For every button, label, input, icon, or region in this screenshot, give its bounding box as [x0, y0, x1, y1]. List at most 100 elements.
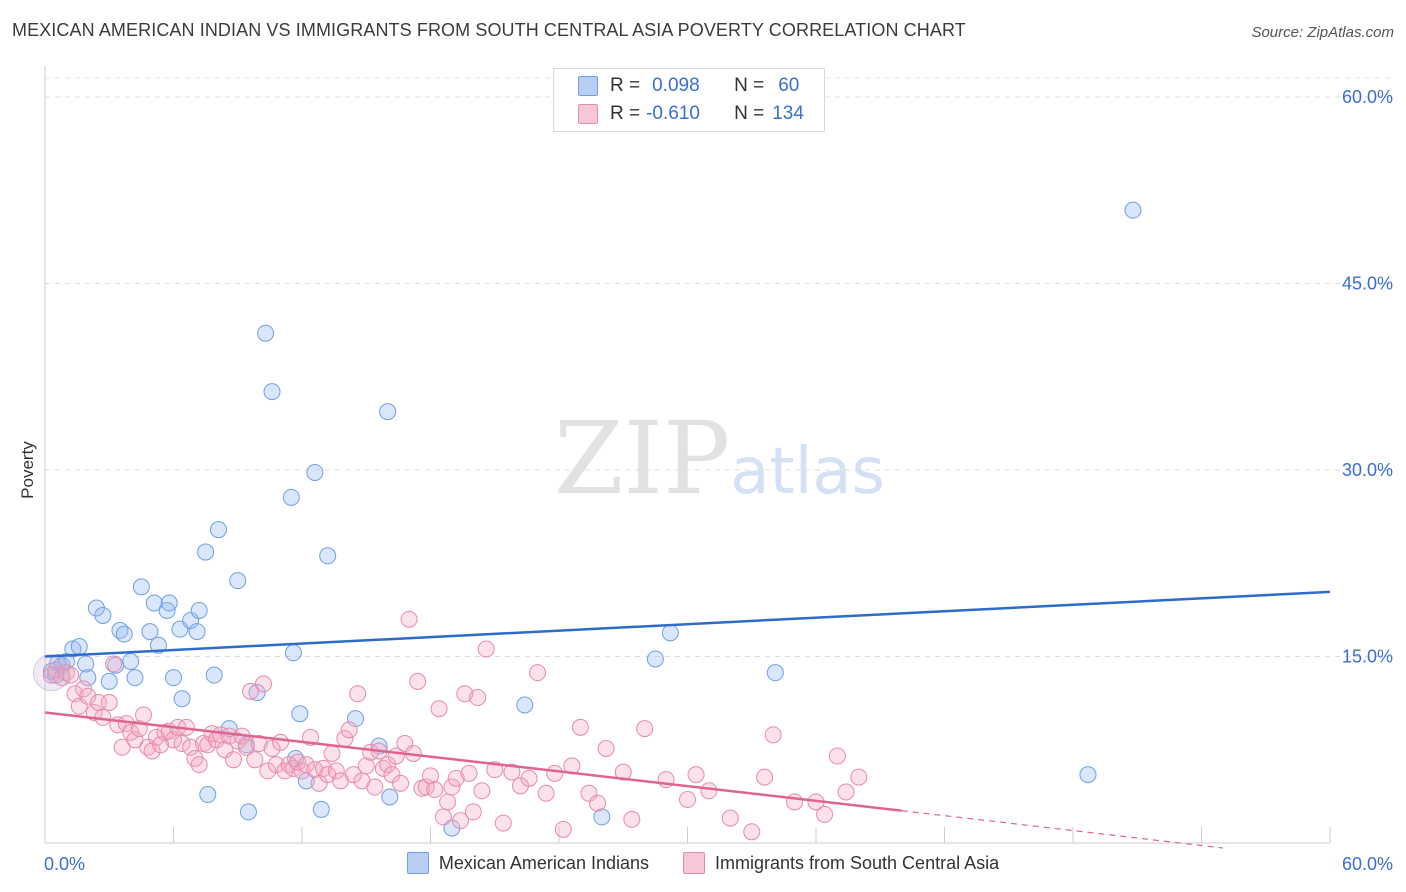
data-point-blue — [132, 578, 150, 596]
data-point-blue — [248, 684, 266, 702]
legend-swatch-series1 — [578, 76, 598, 96]
legend-row-series2: R = -0.610 N = 134 — [578, 102, 804, 126]
y-tick-label: 30.0% — [1342, 460, 1393, 480]
legend-row-series1: R = 0.098 N = 60 — [578, 74, 799, 98]
data-point-pink — [473, 782, 491, 800]
data-point-pink — [430, 700, 448, 718]
data-point-pink — [580, 784, 598, 802]
data-point-pink — [451, 812, 469, 830]
data-point-blue — [165, 669, 182, 687]
data-point-pink — [721, 809, 739, 827]
data-point-blue — [150, 636, 168, 654]
watermark-atlas: atlas — [730, 435, 885, 509]
data-point-pink — [850, 768, 868, 786]
y-tick-label: 45.0% — [1342, 274, 1393, 294]
data-point-pink — [272, 733, 290, 751]
data-point-pink — [537, 784, 555, 802]
legend-r-key: R = — [610, 103, 641, 124]
data-point-pink — [816, 805, 834, 823]
data-point-pink — [400, 610, 418, 628]
data-point-pink — [623, 810, 641, 828]
data-point-pink — [105, 655, 123, 673]
legend-n-key: N = — [734, 75, 765, 96]
legend-label-series2: Immigrants from South Central Asia — [715, 852, 1000, 873]
data-point-pink — [700, 782, 718, 800]
data-point-blue — [1124, 201, 1142, 219]
data-point-pink — [434, 808, 452, 826]
data-point-pink — [79, 687, 97, 705]
data-point-pink — [267, 756, 285, 774]
data-point-blue — [263, 383, 281, 401]
data-point-pink — [242, 682, 260, 700]
data-point-pink — [113, 738, 131, 756]
data-point-pink — [597, 740, 615, 758]
data-point-pink — [383, 766, 401, 784]
data-point-pink — [409, 672, 427, 690]
legend-n-value: 134 — [772, 103, 804, 124]
data-point-pink — [426, 781, 444, 799]
data-point-pink — [323, 744, 341, 762]
series-legend: Mexican American Indians Immigrants from… — [0, 852, 1406, 874]
data-point-pink — [327, 762, 345, 780]
data-point-pink — [224, 751, 242, 769]
data-point-pink — [764, 726, 782, 744]
data-point-blue — [173, 690, 191, 708]
data-point-pink — [306, 761, 324, 779]
x-tick-label: 0.0% — [44, 854, 85, 874]
legend-swatch-series2 — [578, 104, 598, 124]
data-point-blue — [516, 696, 534, 714]
data-point-pink — [349, 685, 367, 703]
data-point-pink — [392, 774, 410, 792]
data-point-pink — [571, 718, 589, 736]
data-point-pink — [828, 747, 846, 765]
data-point-blue — [312, 800, 330, 818]
data-point-pink — [173, 735, 191, 753]
data-point-blue — [291, 705, 309, 723]
data-point-pink — [100, 694, 118, 712]
data-point-blue — [209, 521, 227, 539]
data-point-pink — [460, 764, 478, 782]
data-point-blue — [141, 623, 159, 641]
data-point-pink — [216, 741, 234, 759]
data-point-pink — [259, 762, 277, 780]
data-point-pink — [143, 742, 161, 760]
data-point-pink — [439, 793, 457, 811]
data-point-pink — [396, 735, 414, 753]
legend-r-key: R = — [610, 75, 641, 96]
data-point-pink — [837, 783, 855, 801]
data-point-blue — [122, 652, 140, 670]
data-point-pink — [135, 706, 153, 724]
data-point-pink — [237, 738, 255, 756]
data-point-pink — [62, 666, 80, 684]
data-point-blue — [160, 594, 178, 612]
data-point-blue — [379, 403, 397, 421]
trend-line-pink-extension — [901, 810, 1223, 849]
data-point-blue — [79, 669, 97, 687]
source-credit: Source: ZipAtlas.com — [1251, 24, 1394, 41]
data-point-pink — [756, 768, 774, 786]
data-point-pink — [494, 814, 512, 832]
data-point-blue — [257, 324, 275, 342]
data-point-pink — [614, 763, 632, 781]
legend-r-value: -0.610 — [646, 103, 700, 124]
legend-swatch-pink — [683, 852, 705, 874]
trend-line-pink — [44, 711, 902, 812]
data-point-pink — [344, 766, 362, 784]
data-point-pink — [340, 721, 358, 739]
zipatlas-watermark: ZIPatlas — [554, 400, 885, 517]
data-point-blue — [1079, 766, 1097, 784]
data-point-blue — [94, 606, 112, 624]
y-tick-label: 60.0% — [1342, 87, 1393, 107]
data-point-blue — [381, 788, 399, 806]
data-point-pink — [246, 751, 264, 769]
data-point-pink — [743, 823, 761, 841]
data-point-pink — [589, 794, 607, 812]
data-point-blue — [766, 664, 784, 682]
data-point-blue — [188, 623, 206, 641]
y-tick-label: 15.0% — [1342, 647, 1393, 667]
data-point-pink — [447, 769, 465, 787]
legend-n-value: 60 — [778, 75, 800, 96]
data-point-pink — [469, 689, 487, 707]
data-point-blue — [115, 625, 133, 643]
